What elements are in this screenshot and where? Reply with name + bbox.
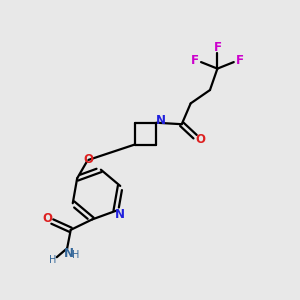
Text: H: H: [72, 250, 79, 260]
Text: F: F: [190, 54, 199, 67]
Text: N: N: [156, 114, 166, 127]
Text: O: O: [42, 212, 52, 225]
Text: O: O: [196, 133, 206, 146]
Text: H: H: [49, 255, 56, 265]
Text: N: N: [114, 208, 124, 221]
Text: O: O: [83, 153, 93, 167]
Text: F: F: [213, 41, 221, 54]
Text: N: N: [64, 247, 74, 260]
Text: F: F: [236, 54, 244, 67]
